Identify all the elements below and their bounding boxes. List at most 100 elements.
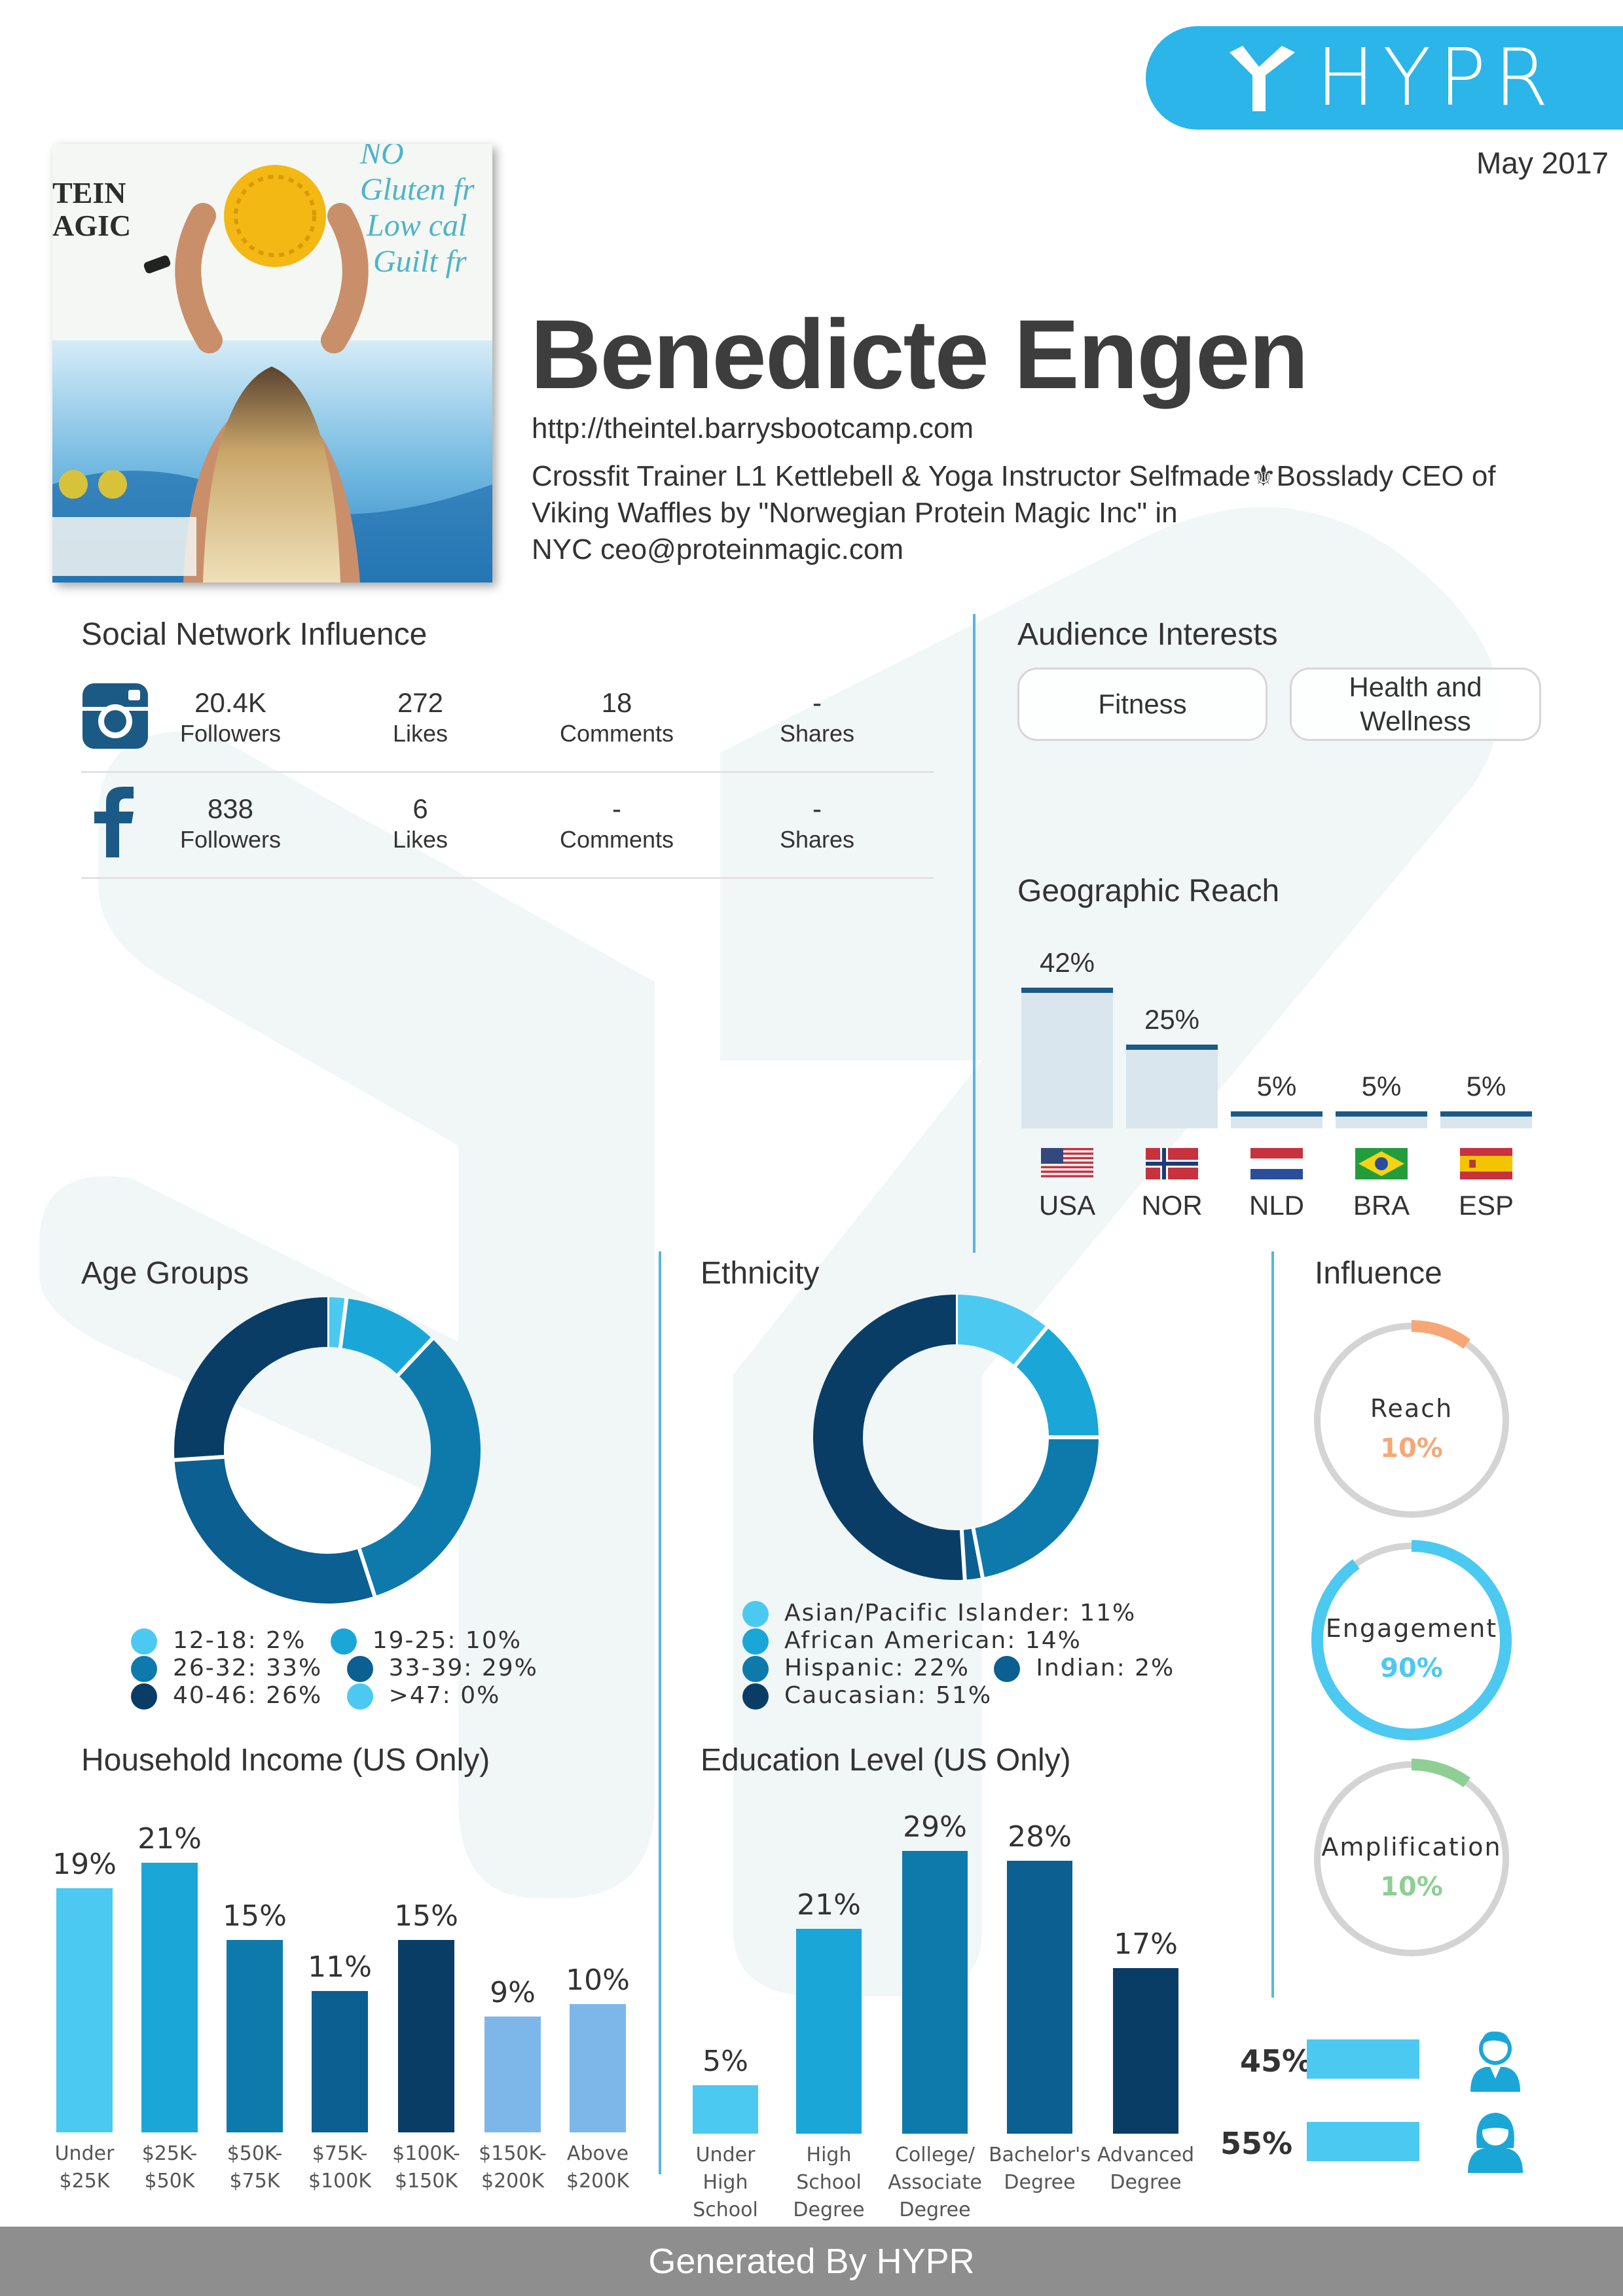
ring-progress [1311, 1540, 1512, 1740]
report-date: May 2017 [1476, 146, 1609, 180]
brand-banner [1146, 26, 1623, 130]
geo-country-label: NOR [1141, 1190, 1203, 1221]
facebook-comments: - Comments [532, 793, 702, 853]
label-line: Under [54, 2142, 115, 2165]
label-line: School [693, 2198, 758, 2221]
slice-separator [971, 1526, 985, 1579]
legend-dot [131, 1656, 157, 1682]
female-user-icon [1468, 2113, 1523, 2173]
label-line: $100K- [392, 2142, 460, 2165]
legend-dot [994, 1656, 1021, 1682]
stat-value: 6 [412, 793, 428, 824]
profile-url[interactable]: http://theintel.barrysbootcamp.com [532, 412, 974, 444]
geo-bar [1126, 1045, 1218, 1128]
label-line: Bachelor's [989, 2144, 1091, 2166]
legend-item: >47: 0% [346, 1682, 501, 1710]
geo-country-label: USA [1038, 1190, 1096, 1221]
label-line: Advanced [1097, 2144, 1195, 2166]
label-line: $100K [308, 2170, 372, 2193]
bar-value-label: 21% [797, 1888, 861, 1922]
donut-slice [961, 1528, 983, 1580]
donut-slice [174, 1297, 328, 1460]
interests-section-title: Audience Interests [1017, 617, 1278, 652]
geo-bar [1021, 988, 1113, 1128]
bar-category-label: Bachelor's Degree [987, 2142, 1092, 2197]
bar [398, 1939, 454, 2132]
bar-category-label: Above $200K [545, 2140, 650, 2195]
legend-item: African American: 14% [742, 1627, 1082, 1655]
label-line: Under [695, 2144, 756, 2166]
legend-label: Hispanic: 22% [784, 1655, 970, 1681]
flag-nld-icon [1250, 1148, 1303, 1179]
facebook-shares: - Shares [732, 793, 902, 853]
label-line: $75K- [312, 2142, 368, 2165]
bar-category-label: Under High School [673, 2142, 778, 2224]
legend-label: >47: 0% [388, 1682, 501, 1709]
interest-pill: Fitness [1017, 668, 1267, 741]
divider-vertical [659, 1251, 661, 2174]
facebook-likes: 6 Likes [335, 793, 505, 853]
legend-item: 19-25: 10% [330, 1627, 522, 1655]
instagram-icon[interactable] [80, 681, 151, 751]
donut-slice [1014, 1327, 1099, 1438]
bar-value-label: 5% [702, 2044, 748, 2078]
stat-value: - [812, 793, 822, 824]
legend-item: 12-18: 2% [131, 1627, 306, 1655]
instagram-shares: - Shares [732, 687, 902, 747]
divider-vertical [973, 614, 976, 1253]
bar-value-label: 11% [308, 1950, 372, 1984]
legend-label: Asian/Pacific Islander: 11% [784, 1600, 1137, 1626]
bar [141, 1863, 198, 2132]
geo-country-label: BRA [1353, 1190, 1410, 1221]
divider-vertical [1271, 1251, 1274, 1998]
facebook-icon[interactable] [92, 785, 137, 857]
profile-photo: TEIN AGIC NO Gluten fr Low cal Guilt fr [52, 144, 492, 583]
ethnicity-donut-chart [813, 1293, 1100, 1581]
male-user-icon [1470, 2031, 1520, 2092]
bar [693, 2085, 758, 2134]
stat-value: - [612, 793, 621, 824]
slice-separator [173, 1454, 226, 1462]
stat-label: Likes [392, 720, 448, 747]
influence-ring [1311, 1540, 1512, 1740]
male-percent: 45% [1240, 2043, 1313, 2079]
bar-value-label: 15% [394, 1899, 458, 1933]
stat-label: Followers [179, 720, 282, 747]
bar [570, 2003, 626, 2132]
donut-slice [955, 1295, 1047, 1367]
interest-pill: Health and Wellness [1290, 668, 1541, 741]
bio-line: Crossfit Trainer L1 Kettlebell & Yoga In… [532, 460, 1496, 492]
divider [81, 771, 934, 773]
donut-slice [359, 1338, 481, 1596]
legend-item: Hispanic: 22% [742, 1655, 970, 1682]
label-line: Degree [1110, 2171, 1182, 2194]
geo-bar [1231, 1111, 1322, 1128]
geo-bar [1336, 1111, 1427, 1128]
label-line: College/ [894, 2144, 976, 2166]
instagram-followers: 20.4K Followers [145, 687, 316, 747]
legend-item: 40-46: 26% [131, 1682, 322, 1710]
geo-percent-label: 5% [1466, 1071, 1506, 1102]
bar-category-label: Advanced Degree [1093, 2142, 1198, 2197]
legend-item: Asian/Pacific Islander: 11% [742, 1600, 1137, 1627]
legend-dot [742, 1683, 769, 1710]
influence-ring [1314, 1320, 1509, 1518]
influence-metric-label: Reach [1370, 1394, 1453, 1423]
male-bar [1307, 2039, 1419, 2079]
instagram-likes: 272 Likes [335, 687, 505, 747]
influence-ring [1314, 1759, 1509, 1956]
flag-bra-icon [1355, 1148, 1408, 1179]
bar-value-label: 21% [137, 1822, 202, 1856]
flag-esp-icon [1460, 1148, 1512, 1179]
label-line: High [702, 2171, 748, 2194]
profile-name: Benedicte Engen [530, 299, 1309, 409]
label-line: High [806, 2144, 852, 2166]
stat-label: Shares [779, 826, 855, 853]
hypr-logo-icon [1230, 46, 1295, 111]
legend-dot [346, 1683, 373, 1710]
bar [796, 1929, 862, 2134]
label-line: $50K- [227, 2142, 283, 2165]
stat-label: Likes [392, 826, 448, 853]
bar-category-label: $75K- $100K [287, 2140, 392, 2195]
age-donut-chart [173, 1296, 481, 1604]
